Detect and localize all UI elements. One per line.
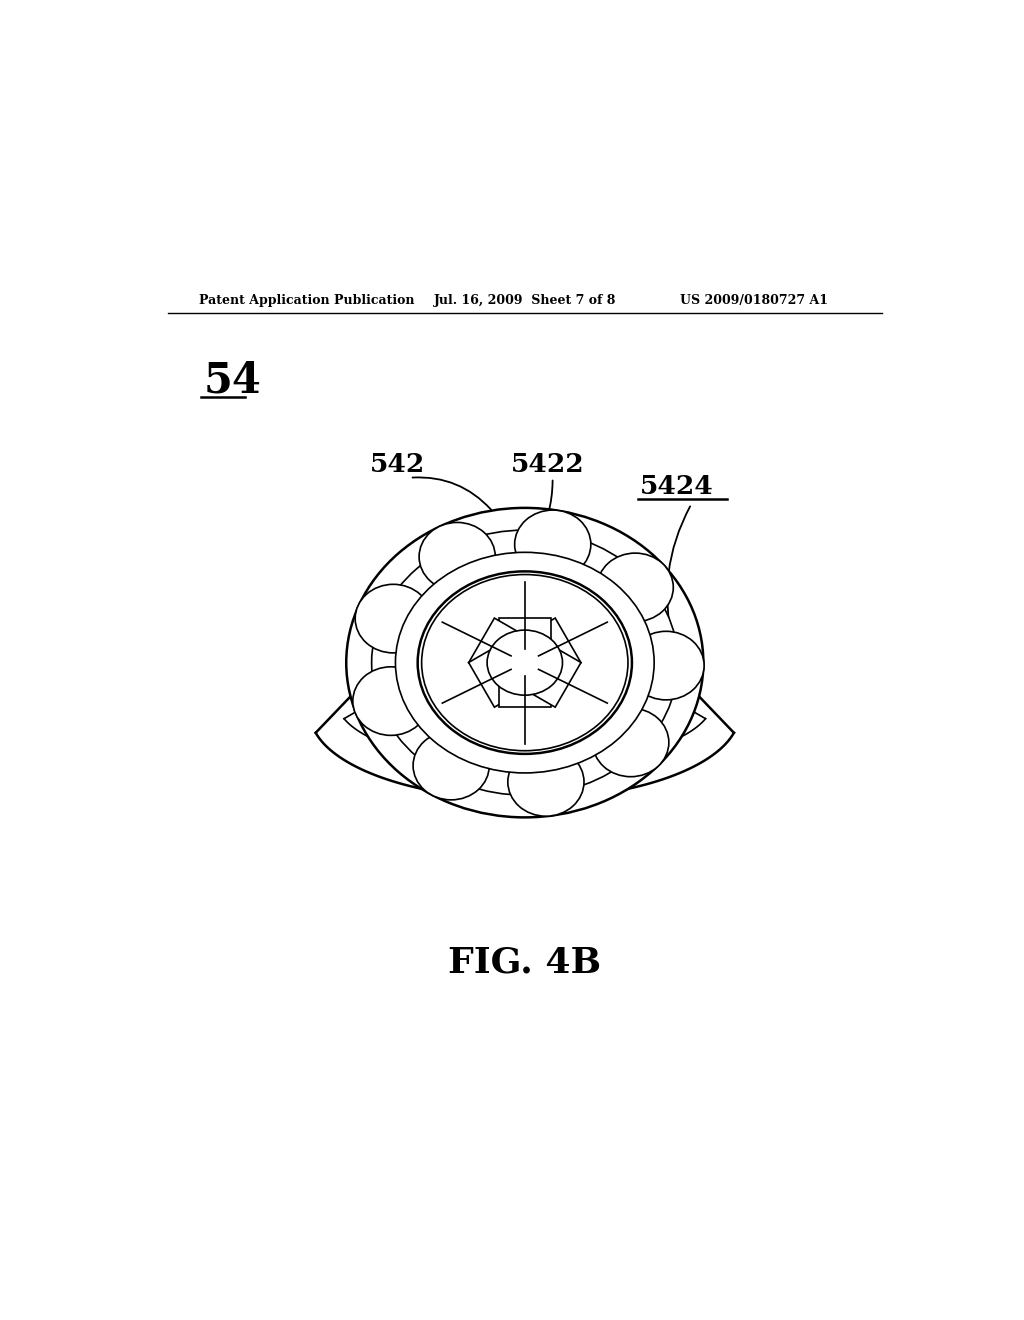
Polygon shape	[534, 618, 581, 676]
Text: 542: 542	[370, 453, 425, 477]
Ellipse shape	[628, 631, 705, 700]
Ellipse shape	[593, 708, 669, 776]
Polygon shape	[469, 618, 516, 676]
Polygon shape	[499, 681, 551, 708]
Ellipse shape	[515, 510, 591, 578]
Text: Jul. 16, 2009  Sheet 7 of 8: Jul. 16, 2009 Sheet 7 of 8	[433, 294, 615, 308]
Ellipse shape	[353, 667, 429, 735]
Ellipse shape	[413, 731, 489, 800]
Text: 5424: 5424	[640, 474, 714, 499]
Polygon shape	[534, 649, 581, 708]
Text: FIG. 4B: FIG. 4B	[449, 945, 601, 979]
Text: US 2009/0180727 A1: US 2009/0180727 A1	[680, 294, 827, 308]
Text: 5422: 5422	[511, 453, 585, 477]
Polygon shape	[499, 618, 551, 644]
Text: 54: 54	[204, 360, 261, 401]
Ellipse shape	[487, 630, 562, 696]
Ellipse shape	[508, 747, 584, 816]
Ellipse shape	[372, 531, 678, 795]
Ellipse shape	[355, 585, 431, 653]
Polygon shape	[469, 649, 516, 708]
Ellipse shape	[419, 523, 496, 591]
Ellipse shape	[395, 552, 654, 774]
Text: Patent Application Publication: Patent Application Publication	[200, 294, 415, 308]
Ellipse shape	[418, 572, 632, 754]
Ellipse shape	[597, 553, 674, 622]
Ellipse shape	[346, 508, 703, 817]
